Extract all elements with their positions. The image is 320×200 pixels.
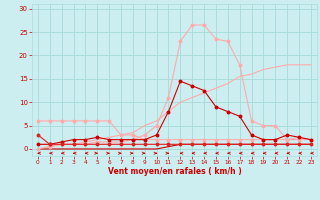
X-axis label: Vent moyen/en rafales ( km/h ): Vent moyen/en rafales ( km/h ) [108,167,241,176]
